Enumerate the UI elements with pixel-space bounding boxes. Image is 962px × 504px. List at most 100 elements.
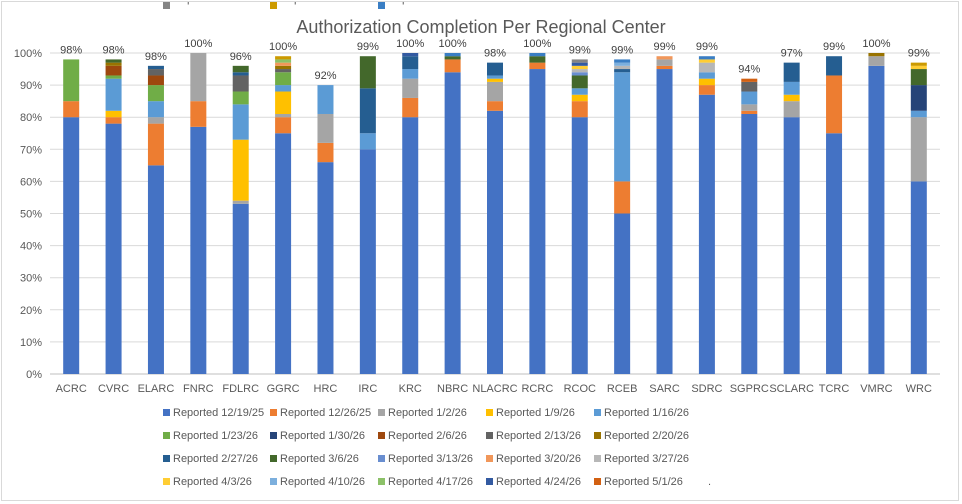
bar-segment <box>147 117 164 124</box>
legend-item: Reported 3/27/26 <box>594 453 689 465</box>
x-tick-label: RCRC <box>521 383 553 395</box>
legend-swatch <box>163 478 170 485</box>
bar-segment <box>105 110 122 118</box>
y-tick-label: 60% <box>20 176 42 188</box>
bar-segment <box>359 56 376 89</box>
legend-label: Reported 4/10/26 <box>280 476 365 488</box>
x-tick-label: CVRC <box>98 383 129 395</box>
x-tick-label: WRC <box>906 383 932 395</box>
total-label: 99% <box>823 41 845 53</box>
legend-swatch <box>378 432 385 439</box>
legend-item: Reported 4/10/26 <box>270 476 365 488</box>
total-label: 98% <box>484 48 506 60</box>
x-tick-label: RCEB <box>607 383 638 395</box>
bar-segment <box>402 69 419 79</box>
legend-swatch <box>594 432 601 439</box>
bar-segment <box>614 65 631 70</box>
legend-label: Reported 2/13/26 <box>496 430 581 442</box>
bar-segment <box>275 69 292 73</box>
x-tick-label: GGRC <box>267 383 300 395</box>
bar-segment <box>487 81 503 102</box>
x-tick-label: VMRC <box>860 383 892 395</box>
total-label: 99% <box>569 44 591 56</box>
legend-swatch <box>270 2 277 9</box>
legend-label: Reported 5/22/26 <box>388 2 473 5</box>
legend-swatch <box>378 478 385 485</box>
legend-label: Reported 1/9/26 <box>496 407 575 419</box>
bar-segment <box>317 142 334 163</box>
bar-segment <box>698 56 715 60</box>
total-label: 99% <box>654 41 676 53</box>
bar-segment <box>741 78 758 82</box>
x-axis-ticks: ACRC CVRC ELARC FNRC FDLRC GGRC HRC IRC KRC NBRC N… <box>56 383 932 395</box>
bar-segment <box>317 113 334 143</box>
total-label: 100% <box>523 38 551 50</box>
bar-segment <box>190 126 207 374</box>
bar-segment <box>402 53 419 57</box>
bar-segment <box>487 78 503 82</box>
y-tick-label: 90% <box>20 80 42 92</box>
bar-segment <box>910 85 927 111</box>
legend-item: Reported 12/19/25 <box>163 407 264 419</box>
legend-label: Reported 5/1/26 <box>604 476 683 488</box>
bar-segment <box>232 75 249 92</box>
legend-swatch <box>270 409 277 416</box>
bar-segment <box>275 91 292 114</box>
bars <box>63 53 927 375</box>
bar-segment <box>105 123 122 375</box>
bar-segment <box>868 56 885 66</box>
bar-segment <box>698 59 715 63</box>
bar-segment <box>910 65 927 70</box>
bar-segment <box>359 88 376 134</box>
y-tick-label: 10% <box>20 337 42 349</box>
bar-segment <box>614 69 631 73</box>
legend-swatch <box>163 432 170 439</box>
bar-segment <box>232 203 249 374</box>
bar-segment <box>444 53 461 57</box>
total-label: 98% <box>145 51 167 63</box>
bar-segment <box>783 62 800 82</box>
bar-segment <box>487 75 503 79</box>
bar-segment <box>402 97 419 118</box>
legend-label: Reported 2/27/26 <box>173 453 258 465</box>
legend-label: Reported 3/6/26 <box>280 453 359 465</box>
x-tick-label: ELARC <box>138 383 175 395</box>
legend-label: Reported 1/23/26 <box>173 430 258 442</box>
bar-segment <box>614 62 631 66</box>
bar-segment <box>317 85 334 114</box>
bar-segment <box>105 59 122 63</box>
total-label: 100% <box>439 38 467 50</box>
bar-segment <box>147 65 164 70</box>
legend-swatch <box>486 409 493 416</box>
x-tick-label: NLACRC <box>472 383 517 395</box>
bar-segment <box>741 113 758 375</box>
legend-item: Reported 5/1/26 <box>594 476 683 488</box>
bar-segment <box>105 65 122 76</box>
bar-segment <box>487 62 503 76</box>
x-tick-label: RCOC <box>564 383 596 395</box>
bar-segment <box>698 78 715 86</box>
bar-segment <box>529 56 546 63</box>
x-tick-label: ACRC <box>56 383 87 395</box>
bar-segment <box>147 123 164 166</box>
legend-item: Reported 2/27/26 <box>163 453 258 465</box>
total-label: 100% <box>269 41 297 53</box>
x-tick-label: KRC <box>399 383 422 395</box>
bar-segment <box>105 75 122 79</box>
legend-item: Reported 5/8/26 <box>163 2 252 9</box>
total-label: 99% <box>908 48 930 60</box>
bar-segment <box>147 69 164 76</box>
bar-segment <box>656 69 673 375</box>
bar-segment <box>868 53 885 57</box>
legend-label: Reported 1/2/26 <box>388 407 467 419</box>
bar-segment <box>147 165 164 374</box>
legend-label: Reported 2/6/26 <box>388 430 467 442</box>
bar-segment <box>910 117 927 182</box>
bar-segment <box>190 53 207 102</box>
legend-item: Reported 2/13/26 <box>486 430 581 442</box>
bar-segment <box>444 59 461 73</box>
bar-segment <box>529 69 546 375</box>
bar-segment <box>402 56 419 70</box>
bar-segment <box>232 91 249 105</box>
